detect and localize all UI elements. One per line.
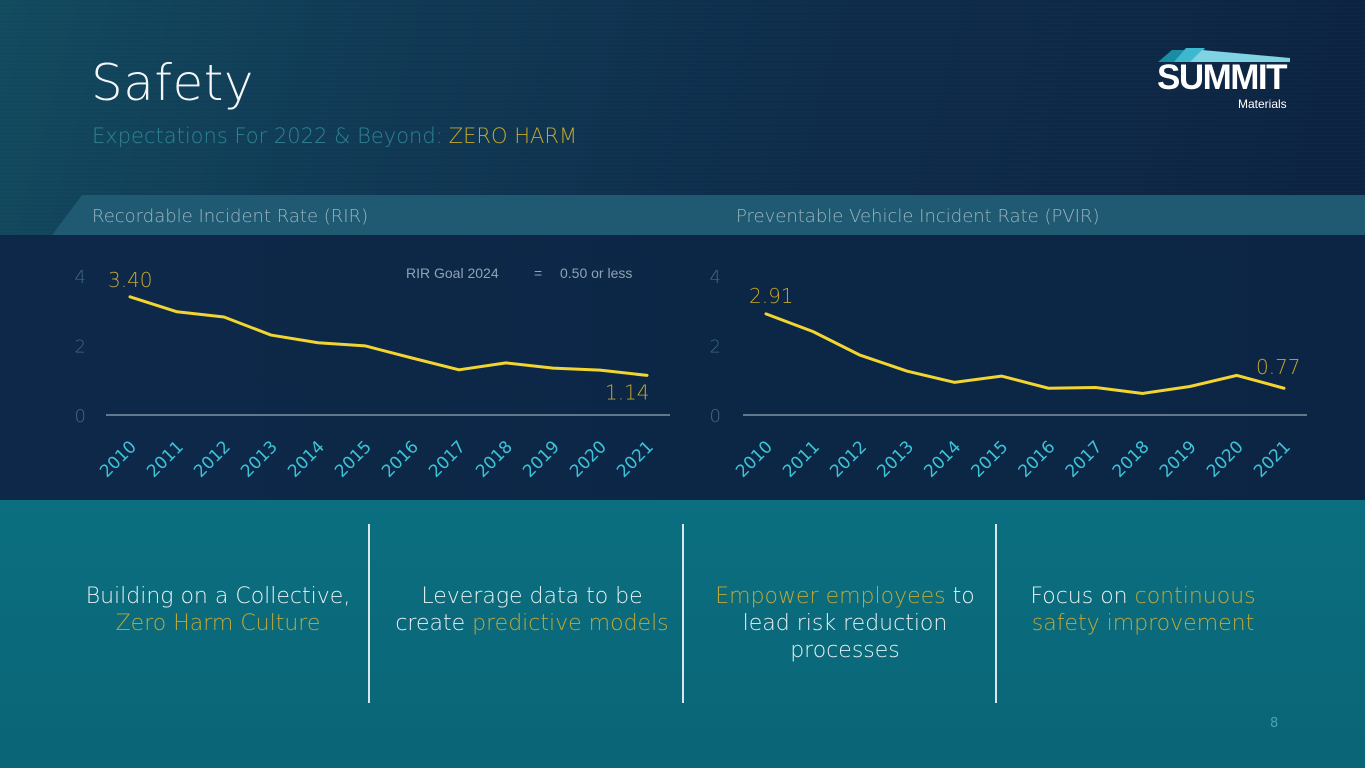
summit-logo-mark <box>1158 48 1290 62</box>
series-line <box>764 312 1286 395</box>
chart-panel <box>0 235 1365 500</box>
data-point <box>953 381 955 383</box>
rir-chart-title: Recordable Incident Rate (RIR) <box>92 206 369 227</box>
data-point <box>458 369 460 371</box>
x-tick-label: 2017 <box>425 437 470 482</box>
data-point <box>812 331 814 333</box>
x-tick-label: 2010 <box>96 437 141 482</box>
data-point <box>906 370 908 372</box>
data-point <box>505 362 507 364</box>
pillar-highlight: predictive models <box>472 611 669 636</box>
y-tick-label: 4 <box>75 267 86 288</box>
x-tick-label: 2010 <box>732 437 777 482</box>
x-tick-label: 2015 <box>968 437 1013 482</box>
goal-label: RIR Goal 2024 <box>406 265 499 281</box>
data-label: 0.77 <box>1256 355 1301 379</box>
y-tick-label: 2 <box>75 337 86 358</box>
y-tick-label: 2 <box>710 337 721 358</box>
x-tick-label: 2018 <box>1109 437 1154 482</box>
pillar-highlight: Empower employees <box>715 584 946 609</box>
data-point <box>859 354 861 356</box>
x-tick-label: 2014 <box>920 437 965 482</box>
x-tick-label: 2020 <box>566 437 611 482</box>
data-point <box>317 342 319 344</box>
x-tick-label: 2019 <box>1156 437 1201 482</box>
x-tick-label: 2016 <box>378 437 423 482</box>
pillar-divider <box>368 524 370 703</box>
data-point <box>1236 374 1238 376</box>
x-tick-label: 2019 <box>519 437 564 482</box>
data-point <box>1283 387 1285 389</box>
data-point <box>1048 387 1050 389</box>
pillar-divider <box>995 524 997 703</box>
logo-peak-2 <box>1174 48 1205 62</box>
data-point <box>129 296 131 298</box>
page-subtitle: Expectations For 2022 & Beyond: ZERO HARM <box>92 124 577 148</box>
page-title: Safety <box>91 54 254 112</box>
goal-value: 0.50 or less <box>560 265 632 281</box>
y-tick-label: 0 <box>710 406 721 427</box>
data-point <box>765 313 767 315</box>
data-point <box>1189 386 1191 388</box>
page-number: 8 <box>1270 716 1279 731</box>
x-tick-label: 2013 <box>873 437 918 482</box>
series-line <box>128 295 649 377</box>
x-tick-label: 2012 <box>190 437 235 482</box>
logo-peak-3 <box>1190 50 1290 62</box>
data-point <box>646 374 648 376</box>
subtitle-text: Expectations For 2022 & Beyond: <box>92 124 443 148</box>
x-tick-label: 2016 <box>1015 437 1060 482</box>
data-point <box>223 316 225 318</box>
pillar-text: Focus on <box>1030 584 1135 609</box>
data-label: 1.14 <box>605 380 650 404</box>
data-point <box>270 334 272 336</box>
data-point <box>364 345 366 347</box>
pillar-text: Building on a Collective, <box>85 584 351 609</box>
pvir-chart-title: Preventable Vehicle Incident Rate (PVIR) <box>736 206 1100 227</box>
pillar-divider <box>682 524 684 703</box>
data-point <box>1095 387 1097 389</box>
data-point <box>411 357 413 359</box>
x-tick-label: 2021 <box>1250 437 1295 482</box>
x-tick-label: 2011 <box>779 437 824 482</box>
pillar-continuous-improvement: Focus on continuous safety improvement <box>1003 583 1283 637</box>
pillar-highlight: Zero Harm Culture <box>115 611 321 636</box>
data-point <box>1142 392 1144 394</box>
x-tick-label: 2018 <box>472 437 517 482</box>
x-tick-label: 2011 <box>143 437 188 482</box>
pillar-text: Leverage data to be create <box>395 584 643 636</box>
x-tick-label: 2021 <box>613 437 658 482</box>
x-tick-label: 2013 <box>237 437 282 482</box>
pillar-text: to lead risk reduction processes <box>742 584 975 663</box>
data-label: 2.91 <box>749 284 794 308</box>
data-point <box>1000 375 1002 377</box>
pillar-zero-harm-culture: Building on a Collective, Zero Harm Cult… <box>78 583 358 637</box>
x-tick-label: 2012 <box>826 437 871 482</box>
data-point <box>176 311 178 313</box>
x-tick-label: 2015 <box>331 437 376 482</box>
y-tick-label: 0 <box>75 406 86 427</box>
data-label: 3.40 <box>108 268 153 292</box>
chart-title-band <box>52 195 1365 235</box>
data-point <box>599 369 601 371</box>
pillar-highlight: continuous safety improvement <box>1031 584 1256 636</box>
rir-goal: RIR Goal 2024 = 0.50 or less <box>406 265 632 281</box>
x-tick-label: 2014 <box>284 437 329 482</box>
pillar-empower-employees: Empower employees to lead risk reduction… <box>705 583 985 664</box>
subtitle-highlight: ZERO HARM <box>448 124 578 148</box>
y-tick-label: 4 <box>710 267 721 288</box>
x-tick-label: 2020 <box>1203 437 1248 482</box>
goal-equals: = <box>534 265 542 281</box>
x-tick-label: 2017 <box>1062 437 1107 482</box>
data-point <box>552 367 554 369</box>
pillar-predictive-models: Leverage data to be create predictive mo… <box>392 583 672 637</box>
logo-subtext: Materials <box>1238 97 1287 111</box>
logo-wordmark: SUMMIT <box>1157 58 1288 97</box>
